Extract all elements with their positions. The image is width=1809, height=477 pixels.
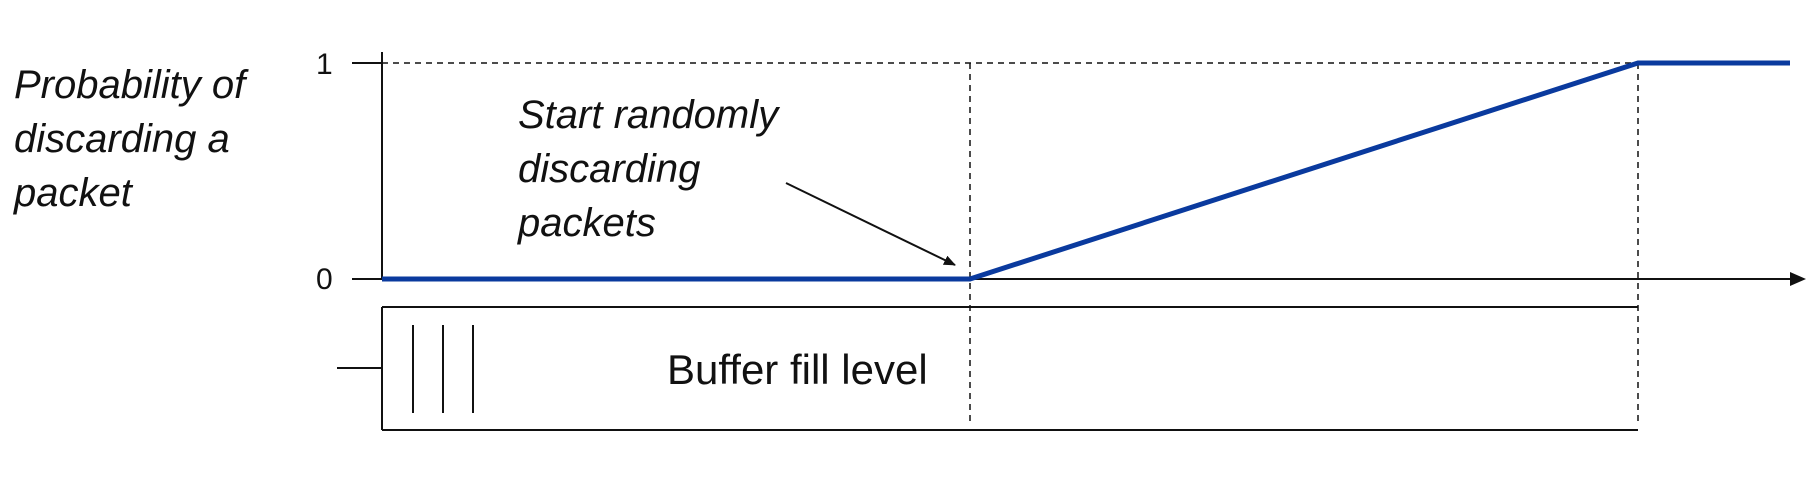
arrowhead-icon [1790, 272, 1806, 286]
arrow-icon [785, 182, 956, 266]
discard-probability-curve [382, 60, 1790, 282]
buffer-box: Buffer fill level [337, 306, 1638, 431]
annotation-text: Start randomly discarding packets [517, 93, 789, 245]
y-tick-1: 1 [316, 48, 333, 81]
y-axis-label: Probability of discarding a packet [13, 63, 256, 215]
buffer-fill-level-label: Buffer fill level [667, 346, 928, 393]
y-tick-0: 0 [316, 263, 333, 296]
